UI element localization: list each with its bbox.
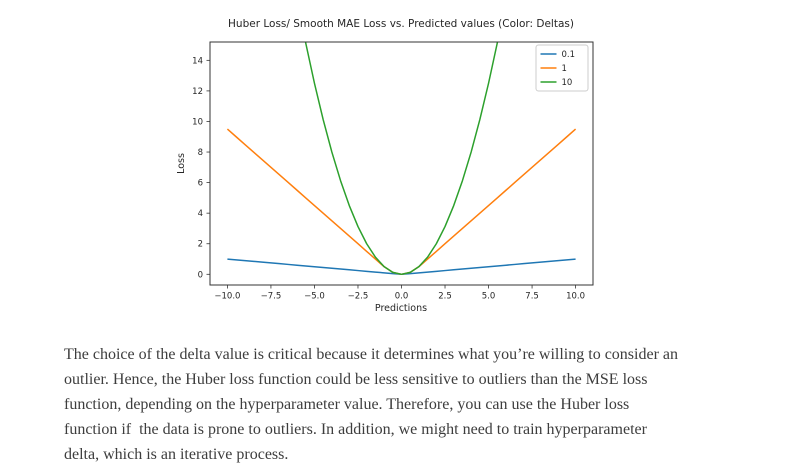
article-paragraph: The choice of the delta value is critica… [64, 342, 678, 467]
legend-label: 10 [562, 78, 573, 88]
x-tick-label: −5.0 [304, 292, 325, 302]
y-tick-label: 12 [192, 87, 203, 97]
y-axis-ticks: 0 2 4 6 8 10 12 14 [192, 56, 210, 280]
x-tick-label: 7.5 [525, 292, 539, 302]
x-tick-label: −2.5 [348, 292, 369, 302]
x-tick-label: 5.0 [482, 292, 496, 302]
paragraph-line: outlier. Hence, the Huber loss function … [64, 371, 648, 388]
x-tick-label: 0.0 [395, 292, 409, 302]
x-tick-label: −7.5 [261, 292, 282, 302]
legend-label: 1 [562, 64, 567, 74]
x-tick-label: 10.0 [566, 292, 585, 302]
x-axis-label: Predictions [375, 303, 427, 314]
paragraph-line: delta, which is an iterative process. [64, 446, 289, 463]
x-tick-label: 2.5 [438, 292, 452, 302]
series-lines [226, 42, 577, 276]
x-axis-ticks: −10.0 −7.5 −5.0 −2.5 0.0 2.5 5.0 7.5 10.0 [214, 285, 585, 302]
legend: 0.1 1 10 [535, 44, 589, 92]
chart-title: Huber Loss/ Smooth MAE Loss vs. Predicte… [228, 18, 574, 30]
y-tick-label: 8 [198, 148, 203, 158]
paragraph-line: The choice of the delta value is critica… [64, 346, 678, 363]
paragraph-line: function if the data is prone to outlier… [64, 421, 647, 438]
y-axis-label: Loss [176, 153, 187, 174]
legend-box [535, 44, 589, 92]
x-tick-label: −10.0 [214, 292, 240, 302]
series-line-0.1 [227, 258, 576, 276]
huber-loss-chart: Huber Loss/ Smooth MAE Loss vs. Predicte… [176, 18, 594, 314]
legend-label: 0.1 [562, 50, 576, 60]
y-tick-label: 2 [198, 240, 203, 250]
series-line-1 [226, 128, 577, 276]
plot-border [209, 41, 594, 286]
y-tick-label: 10 [192, 117, 203, 127]
y-tick-label: 0 [198, 270, 203, 280]
series-line-10 [304, 42, 499, 276]
y-tick-label: 6 [198, 179, 203, 189]
y-tick-label: 4 [198, 209, 203, 219]
paragraph-line: function, depending on the hyperparamete… [64, 396, 630, 413]
y-tick-label: 14 [192, 56, 203, 66]
